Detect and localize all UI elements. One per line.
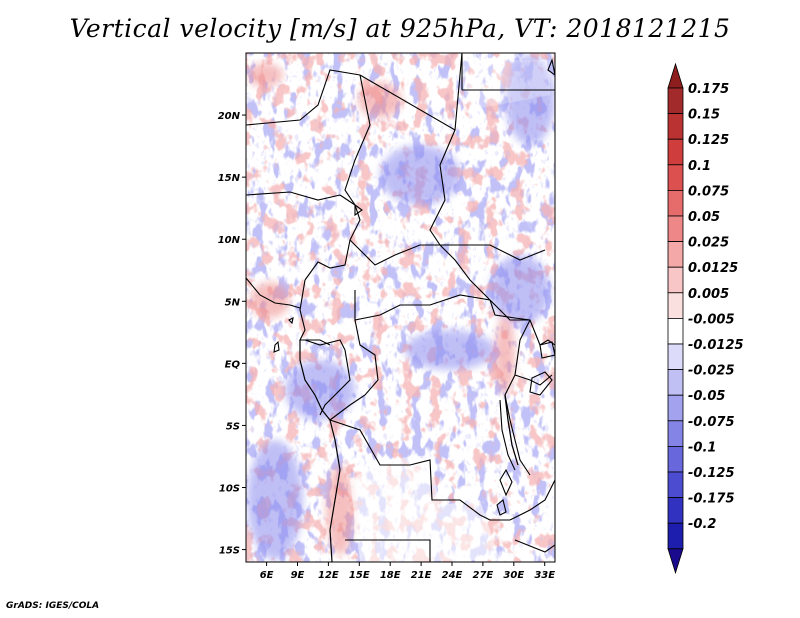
colorbar-min-arrow: [667, 548, 684, 575]
lon-tick-label: 21E: [411, 570, 432, 581]
colorbar-swatch: [667, 445, 684, 473]
colorbar-label: 0.125: [688, 133, 729, 148]
colorbar-label: 0.025: [688, 236, 729, 251]
lat-tick-label: 20N: [218, 111, 241, 122]
longitude-axis: 6E 9E 12E 15E 18E 21E 24E 27E 30E 33E: [260, 562, 555, 581]
colorbar-swatch: [667, 497, 684, 524]
lat-tick-label: EQ: [225, 359, 241, 370]
colorbar-swatch: [667, 266, 684, 294]
colorbar-label: -0.075: [688, 415, 735, 430]
vertical-velocity-field: [246, 53, 555, 562]
colorbar-swatch: [667, 471, 684, 499]
lon-tick-label: 18E: [380, 570, 401, 581]
colorbar-label: -0.005: [688, 312, 735, 327]
lon-tick-label: 6E: [260, 570, 274, 581]
map-title: Vertical velocity [m/s] at 925hPa, VT: 2…: [69, 14, 731, 43]
lon-tick-label: 15E: [349, 570, 370, 581]
lon-tick-label: 12E: [318, 570, 339, 581]
latitude-axis: 20N 15N 10N 5N EQ 5S 10S 15S: [218, 111, 246, 557]
colorbar-label: -0.175: [688, 492, 735, 507]
colorbar-label: 0.005: [688, 287, 729, 302]
map-panel: 6E 9E 12E 15E 18E 21E 24E 27E 30E 33E 20N 15N 10N 5N…: [218, 52, 556, 581]
lon-tick-label: 33E: [534, 570, 555, 581]
colorbar-swatch: [667, 369, 684, 396]
colorbar-max-arrow: [667, 62, 684, 89]
grads-credit: GrADS: IGES/COLA: [6, 601, 100, 611]
colorbar-label: 0.075: [688, 184, 729, 199]
map-frame: [245, 52, 556, 563]
colorbar-swatch: [667, 394, 684, 422]
lat-tick-label: 10N: [218, 235, 241, 246]
country-borders: [246, 53, 555, 562]
colorbar-swatch: [667, 215, 684, 243]
lat-tick-label: 15S: [219, 546, 240, 557]
colorbar-label: 0.175: [688, 82, 729, 97]
lon-tick-label: 24E: [442, 570, 463, 581]
colorbar-swatch: [667, 138, 684, 166]
lat-tick-label: 5S: [226, 421, 240, 432]
colorbar: 0.175 0.15 0.125 0.1 0.075 0.05 0.025 0.0125 0.0…: [667, 62, 744, 575]
colorbar-label: -0.125: [688, 466, 735, 481]
colorbar-label: 0.05: [688, 210, 720, 225]
colorbar-label: -0.2: [688, 517, 716, 532]
colorbar-label: -0.0125: [688, 338, 744, 353]
colorbar-swatch: [667, 241, 684, 268]
lat-tick-label: 10S: [219, 484, 240, 495]
colorbar-label: -0.05: [688, 389, 725, 404]
colorbar-label: -0.1: [688, 440, 716, 455]
colorbar-swatch: [667, 343, 684, 371]
colorbar-swatch: [667, 317, 684, 345]
colorbar-swatch: [667, 113, 684, 140]
lat-tick-label: 15N: [218, 173, 241, 184]
lon-tick-label: 27E: [473, 570, 494, 581]
colorbar-swatch: [667, 420, 684, 447]
colorbar-swatch: [667, 87, 684, 115]
colorbar-label: 0.0125: [688, 261, 738, 276]
colorbar-swatch: [667, 164, 684, 191]
colorbar-swatch: [667, 189, 684, 217]
colorbar-label: -0.025: [688, 364, 735, 379]
colorbar-swatch: [667, 522, 684, 550]
colorbar-swatch: [667, 292, 684, 319]
lon-tick-label: 30E: [503, 570, 524, 581]
colorbar-label: 0.15: [688, 108, 720, 123]
lat-tick-label: 5N: [225, 297, 241, 308]
lon-tick-label: 9E: [291, 570, 305, 581]
colorbar-label: 0.1: [688, 159, 711, 174]
